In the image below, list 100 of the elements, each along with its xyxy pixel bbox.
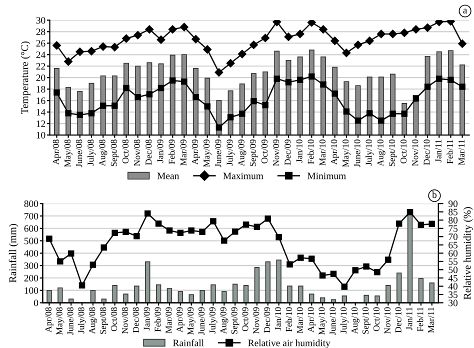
point (418, 222, 424, 228)
point (276, 234, 282, 240)
point (296, 30, 304, 38)
bar (232, 284, 238, 303)
x-tick-label: Apr/09 (176, 307, 185, 332)
point (385, 256, 392, 263)
x-tick-label: May/10 (342, 140, 351, 168)
point (192, 35, 200, 44)
bar (123, 294, 128, 303)
bar (374, 296, 380, 303)
bar (58, 287, 63, 303)
point (365, 36, 374, 45)
x-tick-label: Jan/09 (157, 140, 164, 163)
point (65, 110, 72, 116)
x-tick-label: Sept/08 (100, 307, 108, 334)
x-tick-label: Mar/09 (166, 307, 172, 334)
point (412, 25, 420, 34)
legend-label: Relative air humidity (248, 339, 330, 348)
x-tick-label: Oct/09 (242, 307, 248, 332)
x-tick-label: Oct/10 (400, 140, 407, 164)
point (188, 227, 194, 234)
x-tick-label: Dec/10 (424, 140, 430, 165)
y2-tick-label: 70 (448, 234, 458, 240)
point (423, 24, 432, 32)
point (448, 76, 454, 84)
x-tick-label: Mar/09 (180, 140, 186, 166)
bar (156, 284, 162, 303)
point (320, 81, 326, 88)
point (226, 59, 235, 68)
point (210, 218, 216, 224)
x-tick-label: Apr/10 (331, 140, 339, 165)
y2-tick-label: 90 (448, 200, 458, 208)
point (145, 25, 154, 34)
x-tick-label: Mar/11 (428, 307, 434, 333)
bar (134, 286, 140, 303)
x-tick-label: July/09 (209, 307, 218, 334)
x-tick-label: Jan/10 (296, 140, 302, 163)
x-tick-label: Sept/09 (250, 140, 258, 166)
point (308, 20, 316, 27)
y-tick-label: 14 (36, 109, 46, 116)
point (400, 28, 408, 37)
y2-tick-label: 30 (448, 300, 458, 306)
point (156, 36, 166, 44)
bar (396, 272, 402, 303)
point (428, 220, 436, 228)
point (98, 42, 108, 51)
x-tick-label: Sept/10 (362, 307, 370, 334)
x-tick-label: Dec/10 (395, 307, 402, 333)
point (100, 102, 106, 109)
x-tick-label: Sept/08 (110, 140, 119, 166)
point (341, 284, 348, 290)
x-tick-label: Aug/10 (352, 307, 360, 334)
bar (407, 213, 413, 303)
bar (386, 284, 391, 303)
x-tick-label: May/08 (56, 307, 64, 335)
point (199, 228, 206, 235)
x-tick-label: Nov/08 (134, 140, 140, 166)
point (214, 68, 224, 77)
point (68, 250, 74, 257)
y2-tick-label: 55 (448, 258, 458, 265)
point (342, 48, 351, 58)
point (378, 118, 384, 124)
x-tick-label: Nov/09 (253, 307, 260, 334)
x-tick-label: June/10 (354, 140, 360, 168)
bar (166, 288, 172, 303)
x-tick-label: Feb/11 (416, 307, 424, 332)
x-tick-label: July/10 (365, 140, 374, 166)
bar (112, 284, 118, 303)
x-tick-label: Feb/11 (446, 140, 453, 164)
x-tick-label: Feb/09 (168, 140, 175, 164)
point (203, 45, 212, 54)
bar (90, 290, 96, 303)
point (112, 102, 118, 109)
point (377, 30, 386, 38)
point (286, 261, 293, 268)
point (242, 221, 250, 228)
x-tick-label: July/09 (226, 140, 235, 166)
bar (418, 278, 424, 303)
x-tick-label: Oct/08 (110, 307, 118, 332)
point (122, 228, 129, 235)
point (134, 30, 142, 40)
bar (364, 294, 369, 303)
y-tick-label: 10 (36, 132, 46, 138)
x-tick-label: Nov/10 (384, 307, 390, 334)
x-tick-label: Sept/09 (231, 307, 240, 334)
point (112, 230, 118, 236)
y-tick-label: 28 (36, 28, 46, 36)
bar (287, 286, 292, 303)
x-tick-label: Apr/08 (45, 307, 54, 332)
y-tick-label: 200 (24, 274, 38, 282)
point (239, 110, 246, 117)
point (274, 76, 280, 82)
bar (298, 286, 304, 303)
x-tick-label: July/08 (78, 307, 86, 334)
point (232, 228, 238, 235)
point (285, 79, 292, 86)
x-tick-label: Jan/11 (435, 140, 442, 162)
x-tick-label: Apr/10 (308, 307, 316, 332)
point (57, 258, 64, 265)
bar (276, 260, 282, 303)
